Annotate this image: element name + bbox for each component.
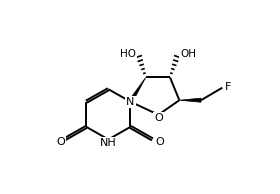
Text: HO: HO bbox=[120, 49, 136, 59]
Text: F: F bbox=[225, 82, 232, 92]
Text: O: O bbox=[154, 113, 163, 123]
Text: O: O bbox=[155, 137, 164, 147]
Polygon shape bbox=[179, 98, 201, 102]
Text: N: N bbox=[126, 97, 135, 107]
Polygon shape bbox=[129, 77, 146, 103]
Text: OH: OH bbox=[180, 49, 196, 59]
Text: NH: NH bbox=[100, 138, 117, 148]
Text: O: O bbox=[56, 137, 65, 147]
